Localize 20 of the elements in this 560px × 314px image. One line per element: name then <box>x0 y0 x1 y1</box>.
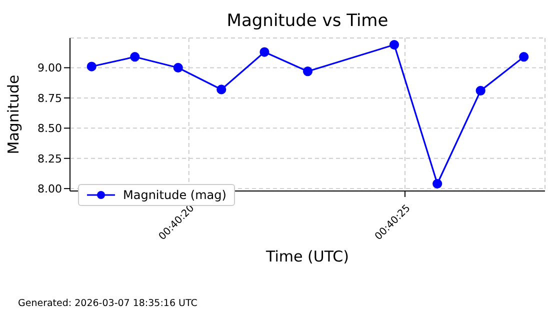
point <box>432 178 442 189</box>
y-axis-title: Magnitude <box>4 74 22 154</box>
point <box>302 66 313 76</box>
point <box>216 84 226 94</box>
point <box>130 52 140 62</box>
y-tick-label: 9.00 <box>38 62 62 75</box>
point <box>86 62 96 72</box>
y-tick-label: 8.50 <box>38 122 62 136</box>
chart-title: Magnitude vs Time <box>226 11 390 31</box>
y-tick-label: 8.75 <box>38 92 62 105</box>
y-tick-label: 8.00 <box>38 182 62 196</box>
x-axis-title: Time (UTC) <box>265 248 349 266</box>
text: Generated: 2026-03-07 18:35:16 UTC <box>18 298 198 309</box>
point <box>476 86 486 96</box>
point <box>260 47 270 57</box>
legend-label: Magnitude (mag) <box>123 188 226 202</box>
point <box>389 40 400 50</box>
point <box>173 62 183 73</box>
y-tick-label: 8.25 <box>38 152 62 166</box>
point <box>519 52 529 62</box>
